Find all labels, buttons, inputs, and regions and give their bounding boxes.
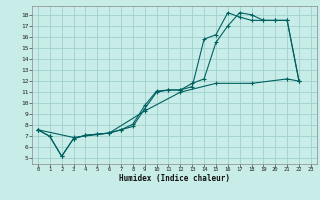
X-axis label: Humidex (Indice chaleur): Humidex (Indice chaleur) <box>119 174 230 183</box>
